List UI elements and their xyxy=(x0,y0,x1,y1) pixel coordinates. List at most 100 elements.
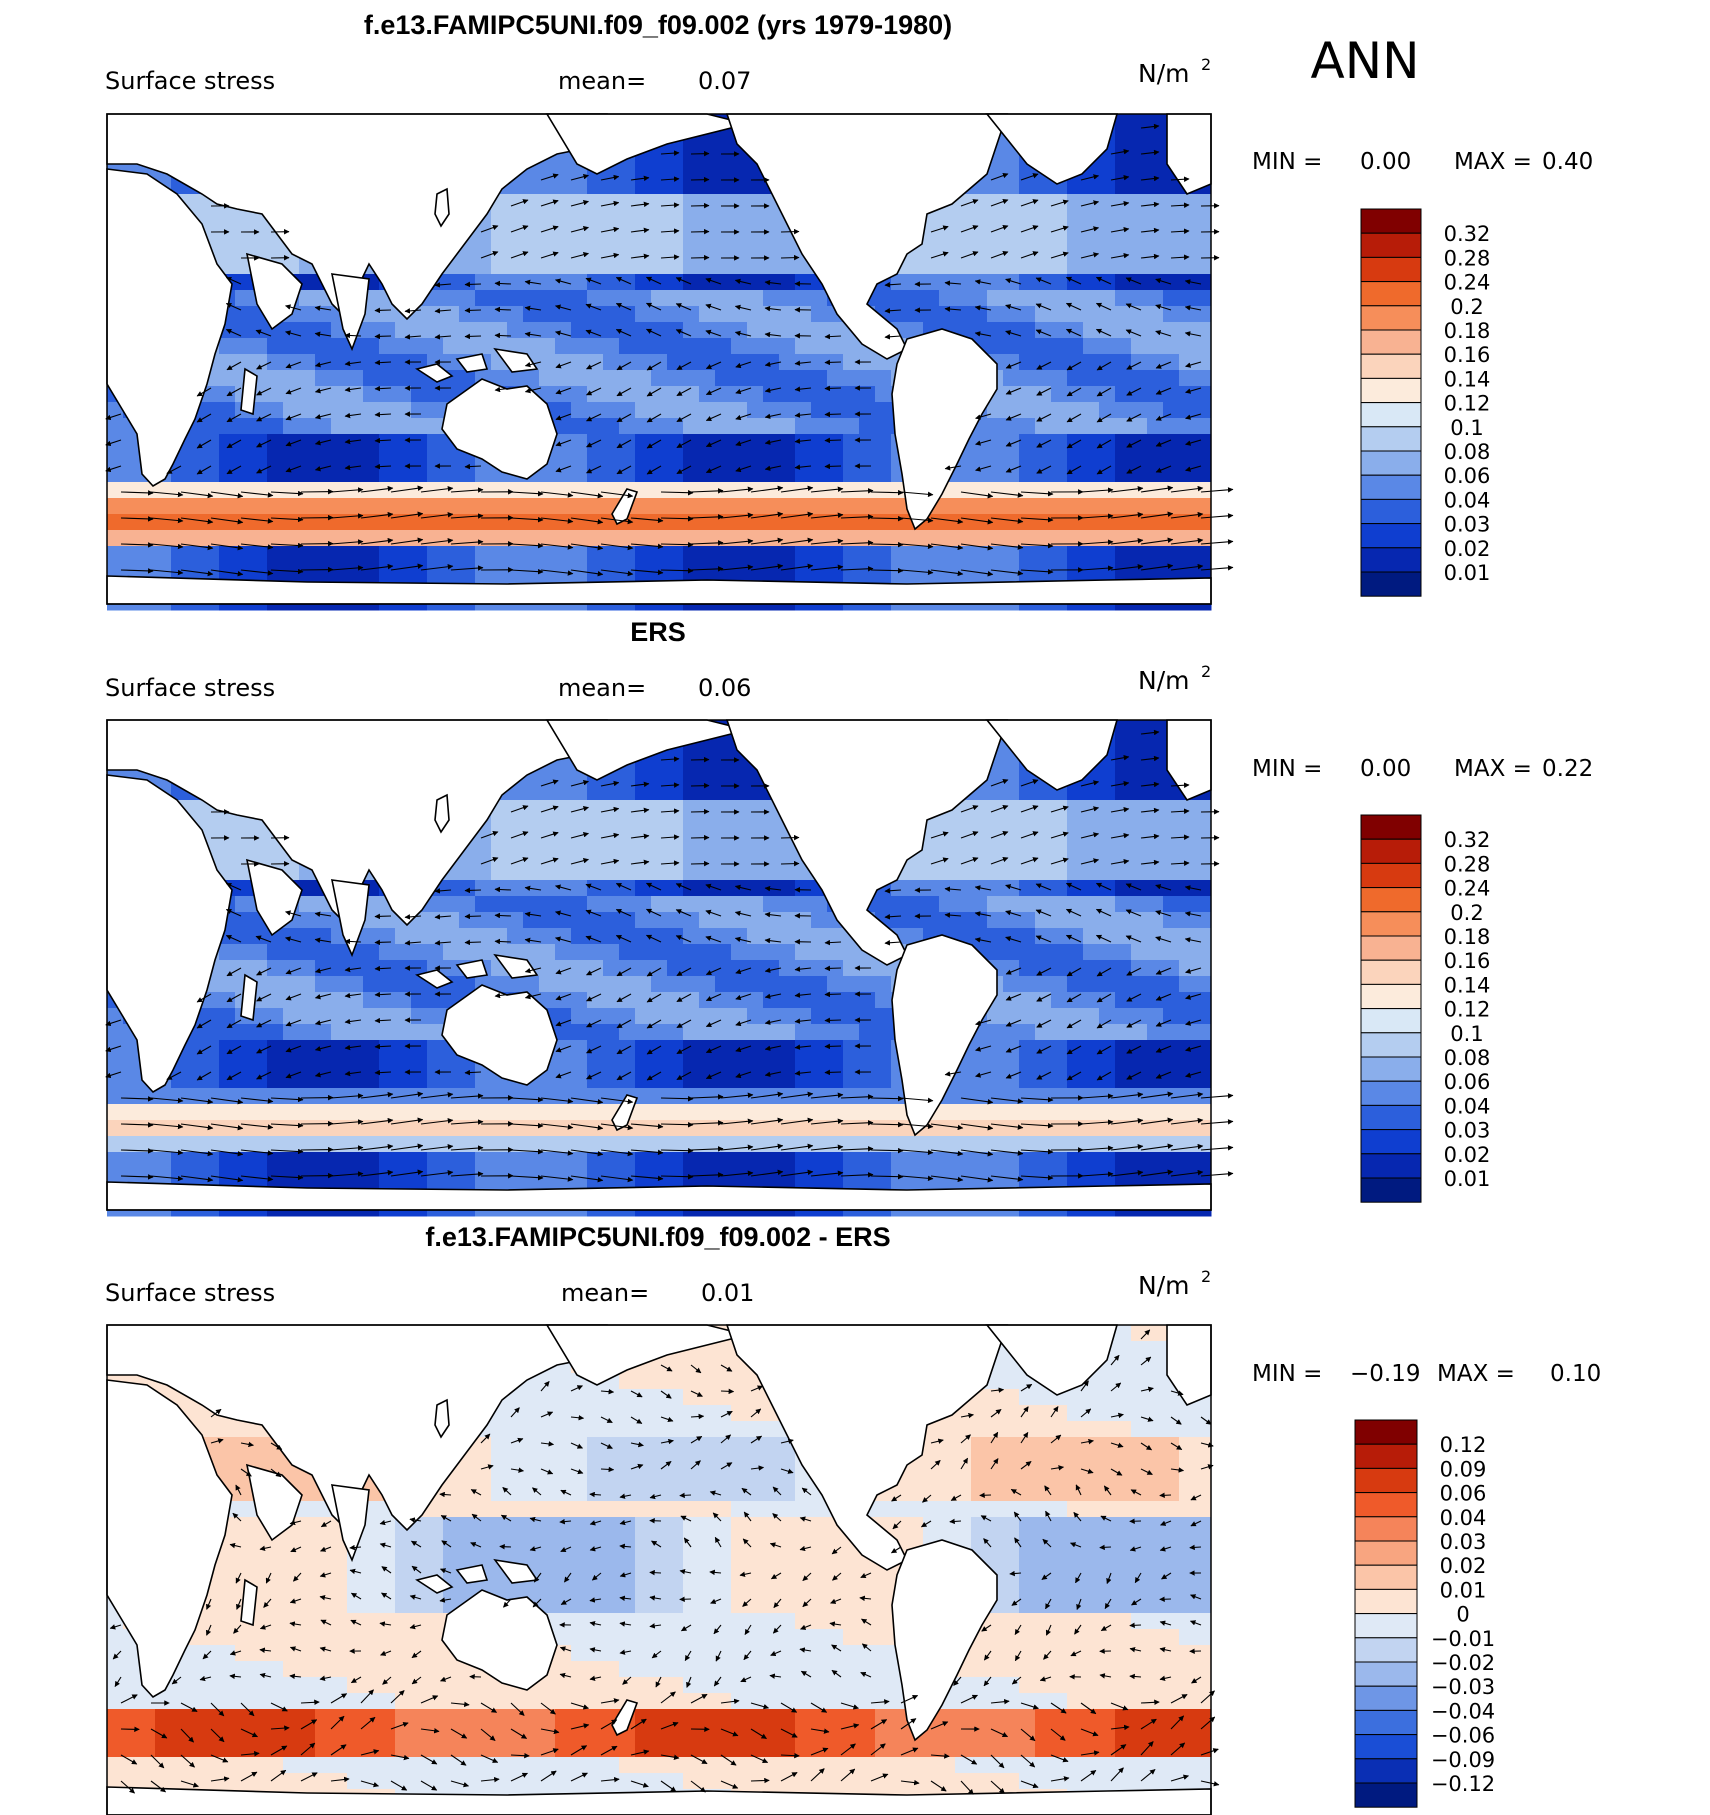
field-cell xyxy=(699,928,716,945)
field-cell xyxy=(123,498,140,515)
field-cell xyxy=(411,418,428,435)
field-cell xyxy=(971,1072,988,1089)
wind-vector xyxy=(1140,227,1160,234)
field-cell xyxy=(715,1024,732,1041)
field-cell xyxy=(331,450,348,467)
field-cell xyxy=(827,1024,844,1041)
field-cell xyxy=(411,370,428,387)
field-cell xyxy=(1147,370,1164,387)
field-cell xyxy=(1035,1008,1052,1025)
field-cell xyxy=(379,1088,396,1105)
field-cell xyxy=(667,864,684,881)
field-cell xyxy=(379,1040,396,1057)
field-cell xyxy=(459,482,476,499)
field-cell xyxy=(1163,800,1180,817)
wind-vector xyxy=(1096,413,1112,423)
field-cell xyxy=(779,546,796,563)
field-cell xyxy=(731,848,748,865)
field-cell xyxy=(331,338,348,355)
field-cell xyxy=(1099,1024,1116,1041)
field-cell xyxy=(779,976,796,993)
field-cell xyxy=(555,1008,572,1025)
field-cell xyxy=(651,498,668,515)
field-cell xyxy=(539,306,556,323)
field-cell xyxy=(107,1072,124,1089)
field-cell xyxy=(827,1056,844,1073)
field-cell xyxy=(1115,832,1132,849)
field-cell xyxy=(987,258,1004,275)
field-cell xyxy=(491,258,508,275)
field-cell xyxy=(1115,752,1132,769)
field-cell xyxy=(523,1168,540,1185)
field-cell xyxy=(651,226,668,243)
field-cell xyxy=(107,1104,124,1121)
field-cell xyxy=(219,354,236,371)
field-cell xyxy=(539,178,556,195)
field-cell xyxy=(699,194,716,211)
wind-vector xyxy=(256,439,272,448)
field-cell xyxy=(667,338,684,355)
field-cell xyxy=(363,338,380,355)
field-cell xyxy=(283,1168,300,1185)
field-cell xyxy=(219,1152,236,1169)
field-cell xyxy=(731,226,748,243)
field-cell xyxy=(939,1136,956,1153)
field-cell xyxy=(699,1008,716,1025)
field-cell xyxy=(1147,178,1164,195)
field-cell xyxy=(283,514,300,531)
field-cell xyxy=(747,1040,764,1057)
field-cell xyxy=(1035,290,1052,307)
field-cell xyxy=(1115,562,1132,579)
field-cell xyxy=(171,1152,188,1169)
field-cell xyxy=(1099,338,1116,355)
field-cell xyxy=(891,306,908,323)
field-cell xyxy=(1019,1104,1036,1121)
field-cell xyxy=(907,1152,924,1169)
field-cell xyxy=(1131,752,1148,769)
field-cell xyxy=(667,896,684,913)
field-cell xyxy=(1147,450,1164,467)
field-cell xyxy=(987,434,1004,451)
field-cell xyxy=(1019,290,1036,307)
field-cell xyxy=(795,880,812,897)
field-cell xyxy=(1019,1120,1036,1137)
colorbar-swatch xyxy=(1360,208,1422,234)
field-cell xyxy=(379,1152,396,1169)
field-cell xyxy=(315,1152,332,1169)
field-cell xyxy=(587,1104,604,1121)
field-cell xyxy=(251,514,268,531)
wind-vector xyxy=(646,413,662,423)
wind-vector xyxy=(314,361,332,368)
wind-vector xyxy=(1005,387,1022,395)
field-cell xyxy=(507,226,524,243)
field-cell xyxy=(667,784,684,801)
field-cell xyxy=(1179,864,1196,881)
field-cell xyxy=(635,880,652,897)
wind-vector xyxy=(630,175,650,182)
field-cell xyxy=(1003,226,1020,243)
field-cell xyxy=(459,274,476,291)
field-cell xyxy=(1003,450,1020,467)
wind-vector xyxy=(494,912,512,919)
field-cell xyxy=(1147,434,1164,451)
field-cell xyxy=(251,1040,268,1057)
field-cell xyxy=(1003,562,1020,579)
field-cell xyxy=(971,816,988,833)
field-cell xyxy=(107,530,124,547)
field-cell xyxy=(219,242,236,259)
field-cell xyxy=(779,322,796,339)
field-cell xyxy=(571,482,588,499)
field-cell xyxy=(523,1120,540,1137)
field-cell xyxy=(427,912,444,929)
wind-vector xyxy=(1020,251,1039,259)
field-cell xyxy=(971,258,988,275)
field-cell xyxy=(331,530,348,547)
field-cell xyxy=(251,1120,268,1137)
field-cell xyxy=(747,1152,764,1169)
field-cell xyxy=(1163,546,1180,563)
wind-vector xyxy=(794,412,812,418)
field-cell xyxy=(827,1040,844,1057)
field-cell xyxy=(683,896,700,913)
field-cell xyxy=(155,546,172,563)
field-cell xyxy=(683,944,700,961)
